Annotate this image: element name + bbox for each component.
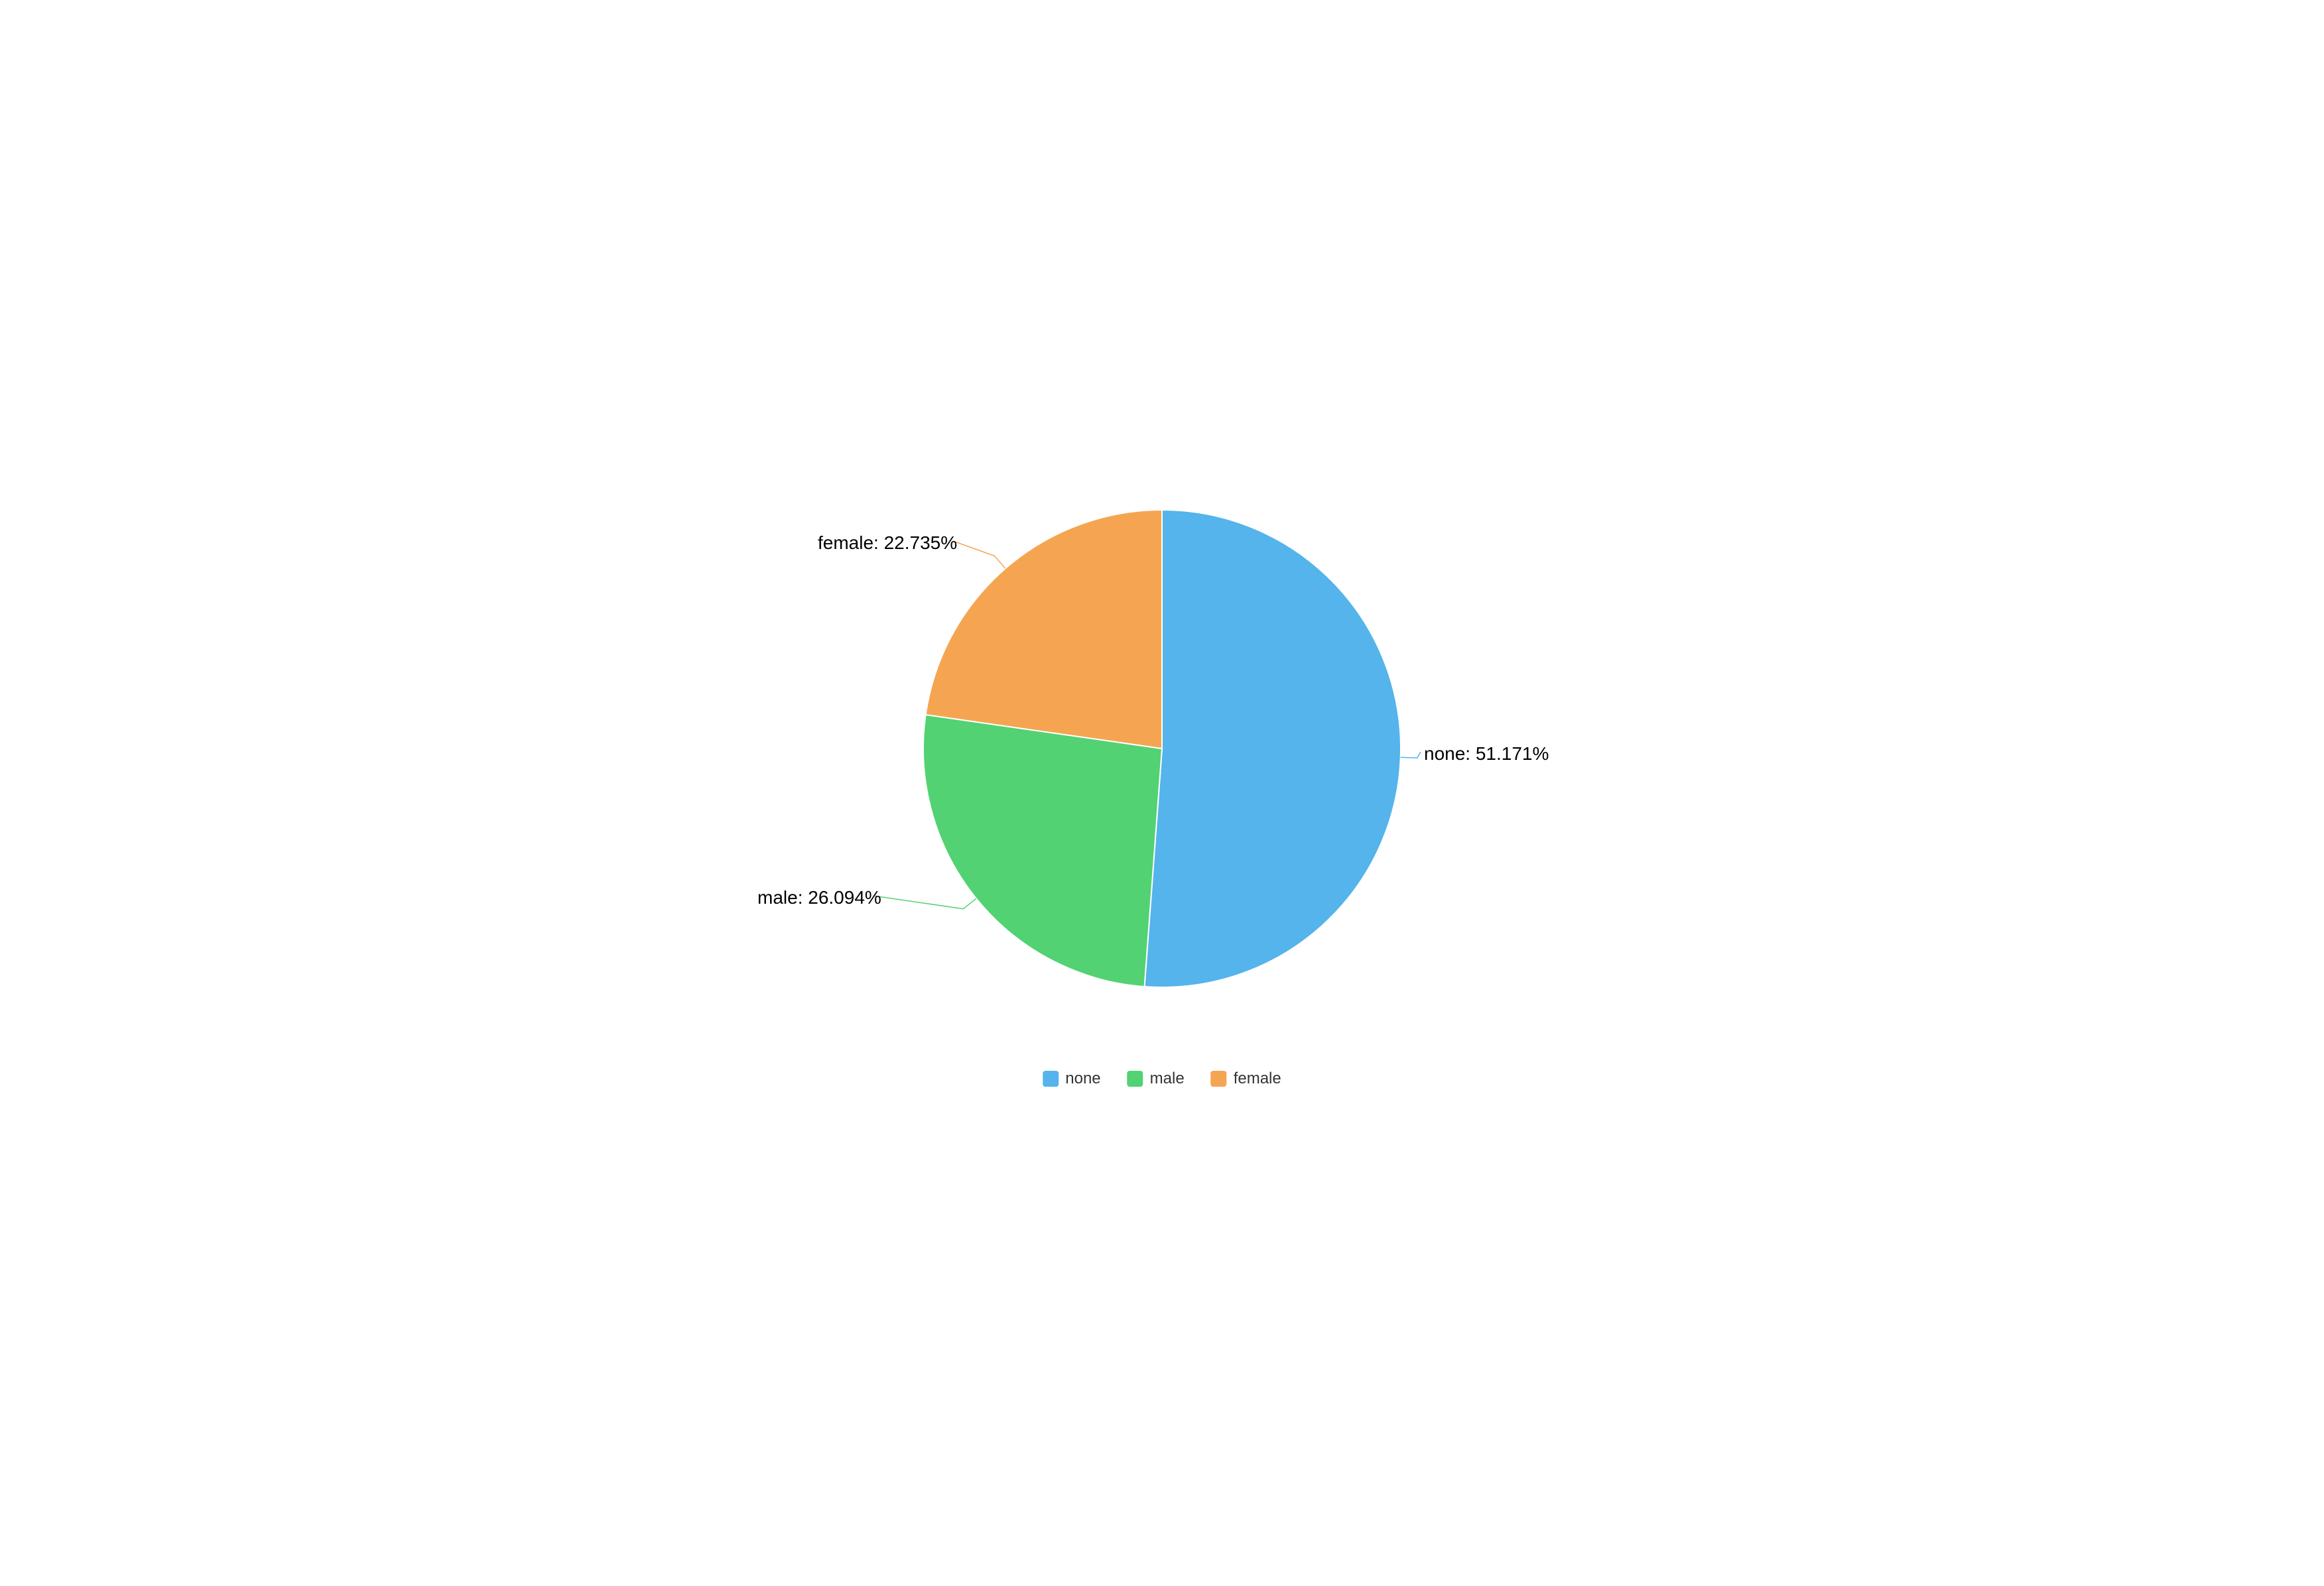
leader-line-female — [953, 541, 1005, 568]
pie-slice-female — [926, 510, 1162, 749]
leader-line-none — [1401, 752, 1421, 758]
legend-swatch-male — [1128, 1071, 1143, 1087]
slice-label-none: none: 51.171% — [1424, 743, 1549, 764]
legend-text-none: none — [1065, 1069, 1100, 1088]
slice-label-male: male: 26.094% — [757, 887, 881, 908]
legend-text-female: female — [1234, 1069, 1281, 1088]
legend-item-female: female — [1211, 1069, 1281, 1088]
legend-swatch-female — [1211, 1071, 1227, 1087]
pie-slice-none — [1145, 510, 1401, 987]
legend-item-male: male — [1128, 1069, 1185, 1088]
pie-chart-container: none: 51.171% male: 26.094% female: 22.7… — [704, 481, 1620, 1105]
legend-item-none: none — [1043, 1069, 1100, 1088]
slice-label-female: female: 22.735% — [818, 532, 957, 554]
legend-swatch-none — [1043, 1071, 1059, 1087]
legend-text-male: male — [1150, 1069, 1185, 1088]
legend: none male female — [1043, 1069, 1281, 1088]
leader-line-male — [873, 896, 976, 909]
pie-slice-male — [923, 715, 1162, 987]
